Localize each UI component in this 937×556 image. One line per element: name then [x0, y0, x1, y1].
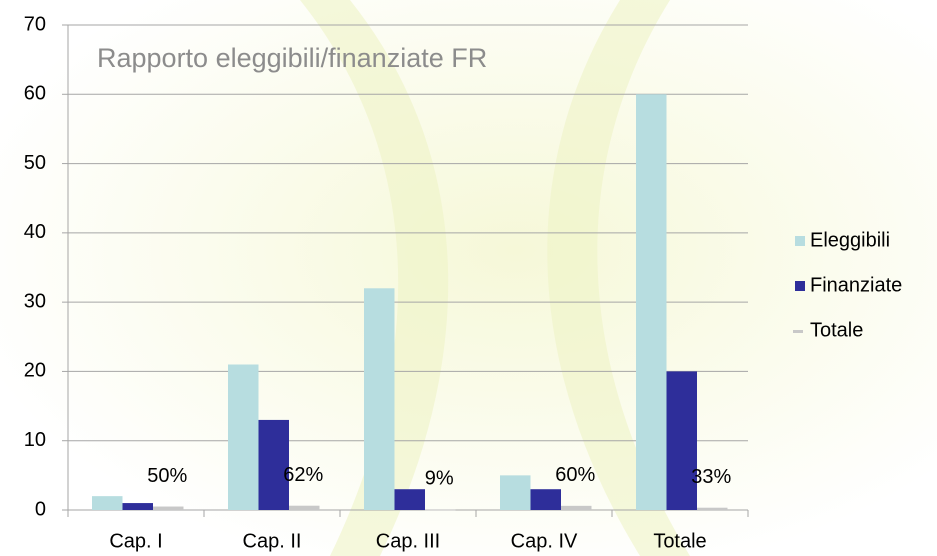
bar	[425, 509, 456, 511]
x-tick-label: Cap. II	[243, 530, 302, 552]
y-tick-label: 10	[24, 429, 46, 451]
legend-label: Totale	[810, 319, 863, 341]
y-tick-label: 40	[24, 221, 46, 243]
y-tick-label: 20	[24, 360, 46, 382]
y-tick-label: 60	[24, 83, 46, 105]
bar	[561, 505, 592, 510]
bar	[228, 364, 259, 510]
bar	[500, 475, 531, 510]
legend-swatch	[793, 330, 803, 333]
data-label: 60%	[555, 464, 595, 486]
bar	[92, 496, 123, 510]
bar	[636, 94, 667, 511]
data-label: 50%	[147, 465, 187, 487]
decoration	[300, 0, 449, 556]
bar	[289, 505, 320, 510]
data-label: 62%	[283, 464, 323, 486]
legend-swatch	[795, 281, 805, 291]
bar	[394, 489, 425, 510]
data-label: 9%	[425, 468, 454, 490]
x-tick-label: Cap. III	[376, 530, 440, 552]
bar	[666, 371, 697, 510]
chart-title: Rapporto eleggibili/finanziate FR	[97, 43, 487, 73]
legend-swatch	[795, 236, 805, 246]
bar	[697, 507, 728, 510]
x-tick-label: Cap. I	[109, 530, 162, 552]
x-tick-label: Cap. IV	[511, 530, 578, 552]
y-tick-label: 30	[24, 290, 46, 312]
decoration	[547, 0, 690, 556]
bar	[530, 489, 561, 510]
bar	[122, 503, 153, 510]
y-tick-label: 70	[24, 13, 46, 35]
x-tick-label: Totale	[653, 530, 706, 552]
bar	[153, 506, 184, 510]
y-tick-label: 50	[24, 152, 46, 174]
bar	[364, 288, 395, 510]
bar	[258, 419, 289, 510]
data-label: 33%	[691, 466, 731, 488]
legend-label: Eleggibili	[810, 229, 890, 251]
legend-label: Finanziate	[810, 274, 902, 296]
y-tick-label: 0	[35, 498, 46, 520]
